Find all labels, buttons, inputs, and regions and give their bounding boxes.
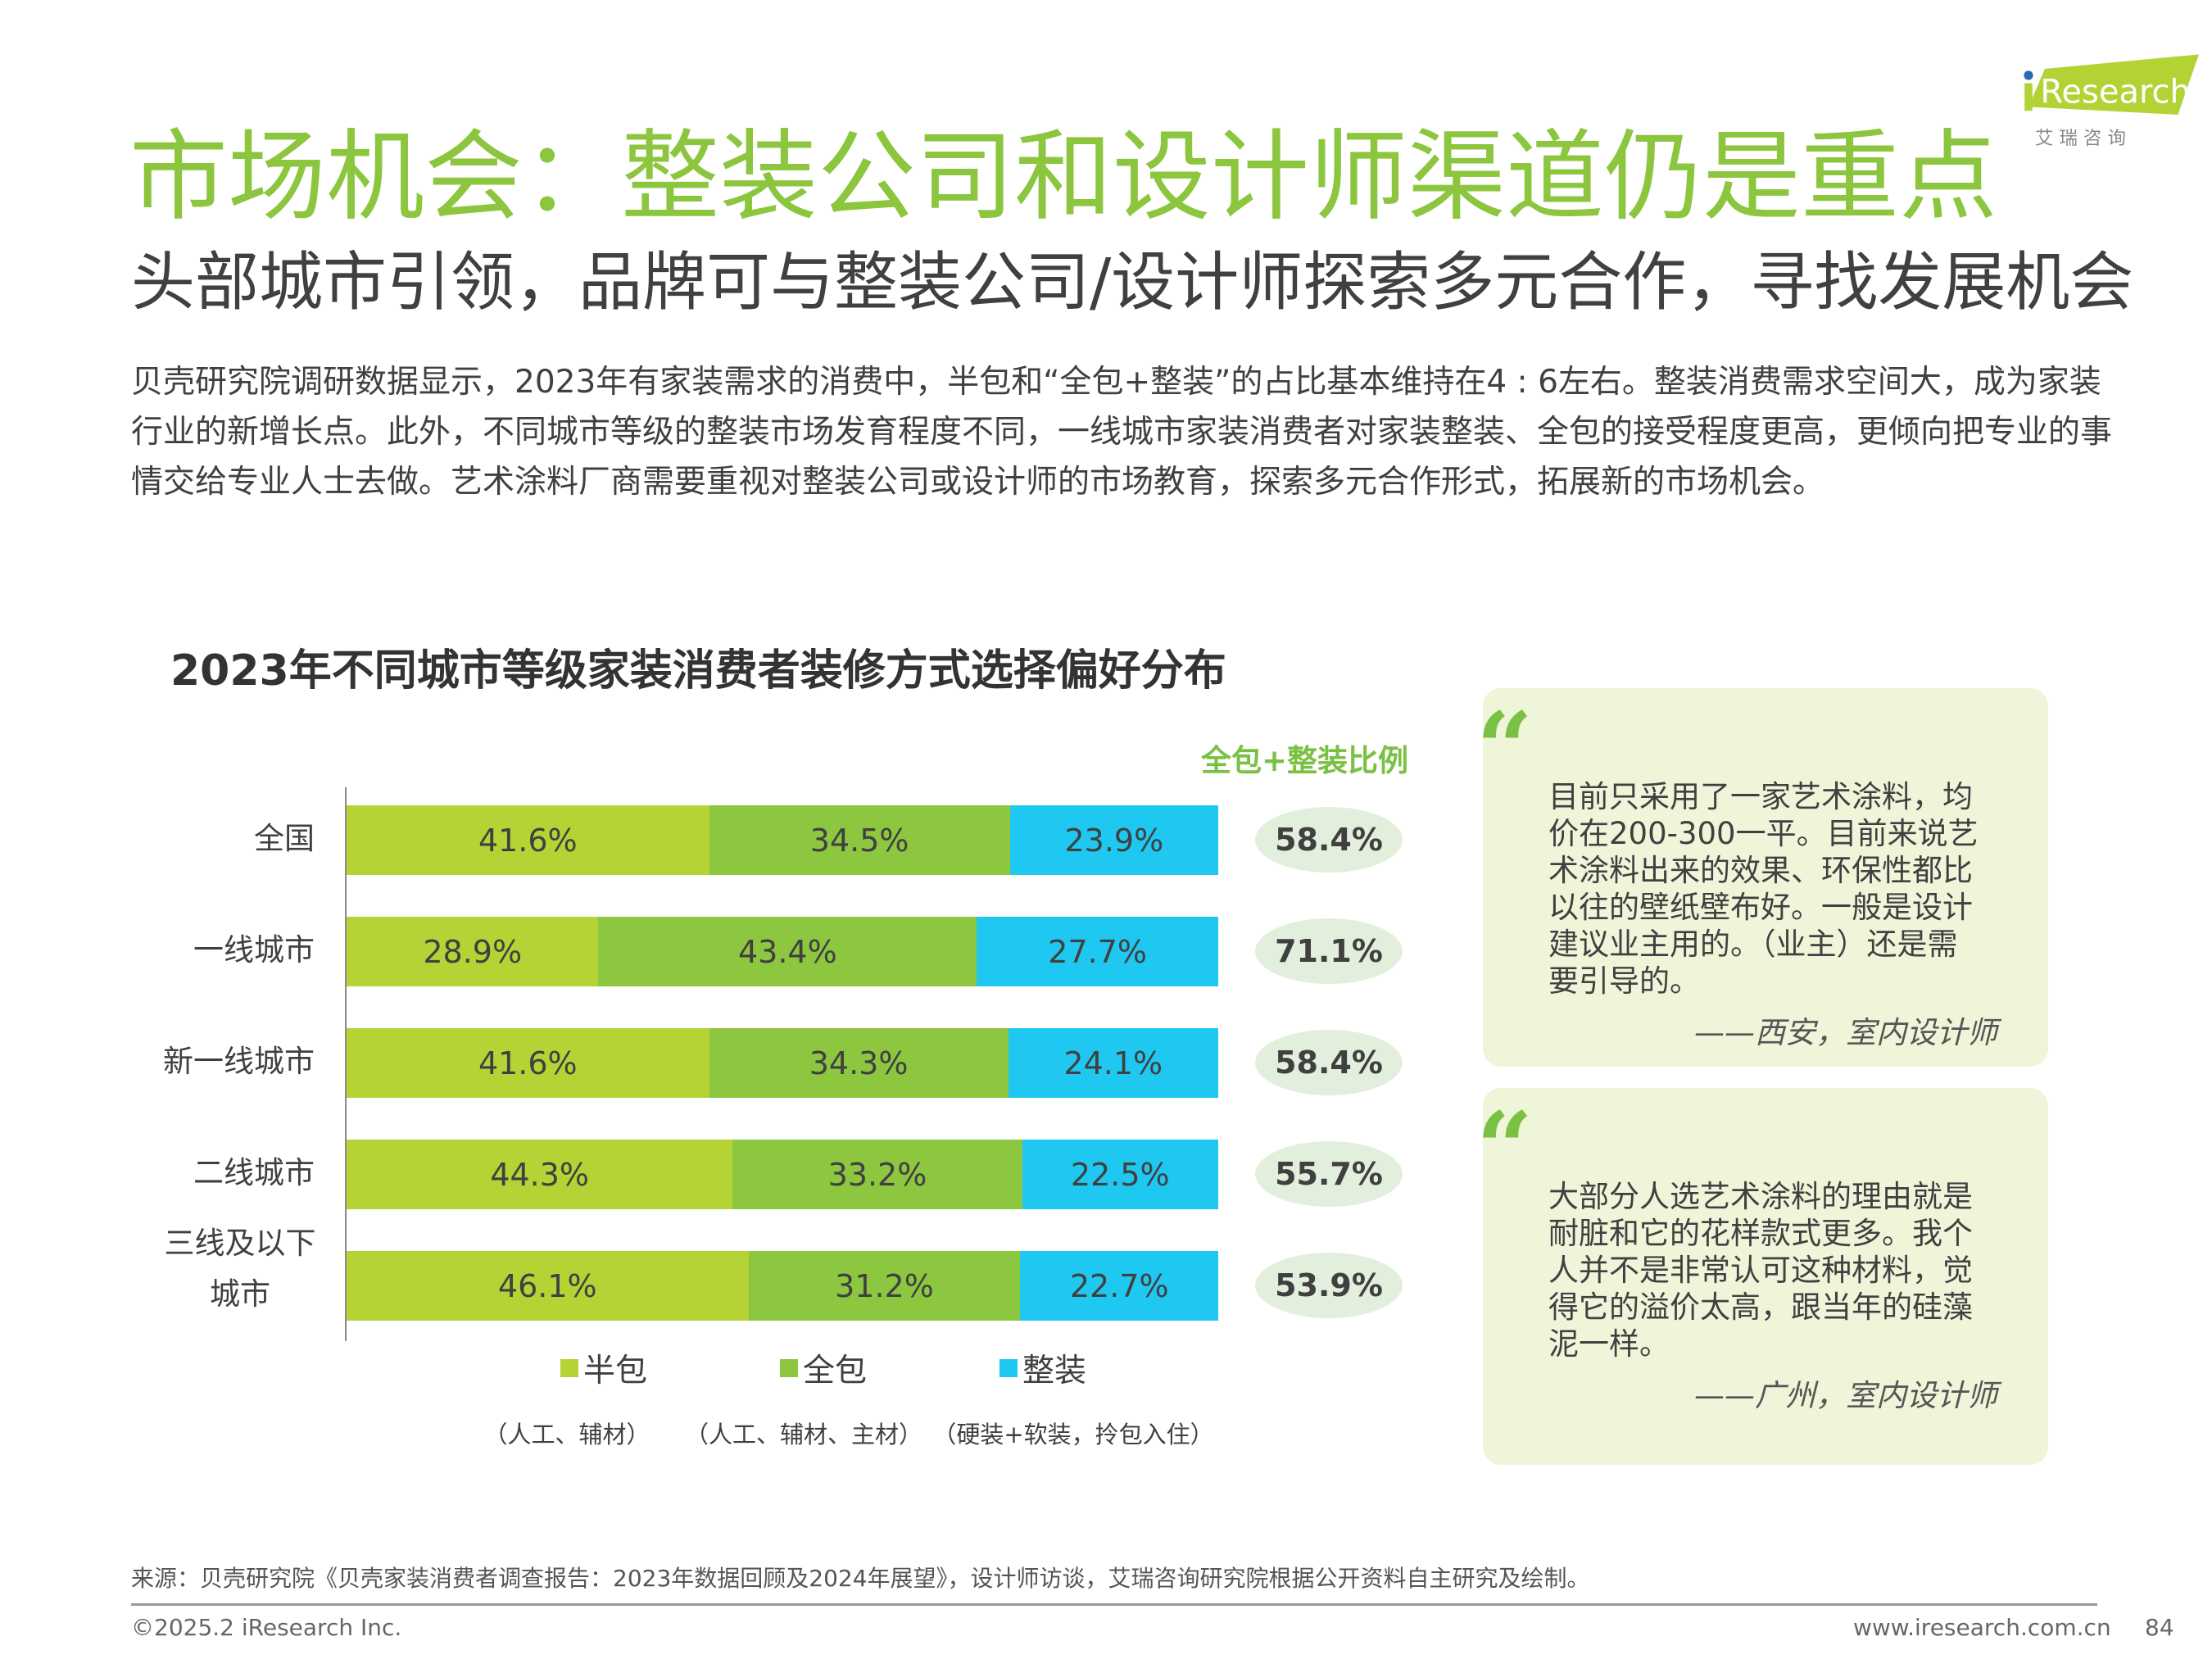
intro-paragraph: 贝壳研究院调研数据显示，2023年有家装需求的消费中，半包和“全包+整装”的占比… — [131, 364, 2113, 501]
bar-segment-半包: 44.3% — [347, 1140, 733, 1209]
category-label: 一线城市 — [193, 932, 315, 968]
ratio-badge: 53.9% — [1255, 1253, 1403, 1318]
bar-segment-整装: 27.7% — [977, 917, 1218, 986]
ratio-badge: 71.1% — [1255, 918, 1403, 984]
iresearch-logo: Research 艾 瑞 咨 询 — [2024, 54, 2199, 149]
bar-segment-全包: 34.5% — [709, 805, 1010, 875]
bar-segment-半包: 46.1% — [347, 1251, 749, 1321]
ratio-badge: 58.4% — [1255, 1030, 1403, 1095]
ratio-badge: 58.4% — [1255, 807, 1403, 873]
y-axis-line — [345, 787, 347, 1341]
chart-title: 2023年不同城市等级家装消费者装修方式选择偏好分布 — [170, 646, 1226, 696]
bar-segment-整装: 24.1% — [1008, 1028, 1218, 1098]
category-label: 三线及以下 城市 — [164, 1226, 316, 1312]
legend-label: 全包 — [803, 1353, 868, 1389]
logo-cn-text: 艾 瑞 咨 询 — [2035, 128, 2126, 149]
quote-text: 目前只采用了一家艺术涂料，均价在200-300一平。目前来说艺术涂料出来的效果、… — [1548, 779, 1979, 999]
quote-attribution: ——广州，室内设计师 — [1694, 1378, 1997, 1413]
bar-segment-半包: 41.6% — [347, 1028, 709, 1098]
legend-swatch — [999, 1359, 1018, 1377]
legend-label: 半包 — [583, 1353, 648, 1389]
bar-segment-全包: 43.4% — [598, 917, 977, 986]
footer-divider — [131, 1603, 2097, 1606]
bar-segment-全包: 31.2% — [748, 1251, 1021, 1321]
bar-segment-整装: 22.5% — [1022, 1140, 1218, 1209]
bar-segment-整装: 23.9% — [1009, 805, 1218, 875]
page-title: 市场机会：整装公司和设计师渠道仍是重点 — [129, 120, 1997, 234]
bar-segment-全包: 33.2% — [732, 1140, 1022, 1209]
legend-swatch — [780, 1359, 798, 1377]
bar-segment-半包: 41.6% — [347, 805, 709, 875]
ratio-badge: 55.7% — [1255, 1141, 1403, 1207]
legend-item: 整装 — [999, 1345, 1086, 1391]
category-label: 全国 — [254, 821, 315, 856]
page-number: 84 — [2145, 1614, 2174, 1641]
bar-segment-整装: 22.7% — [1020, 1251, 1218, 1321]
legend-note: （硬装+软装，拎包入住） — [932, 1421, 1214, 1448]
legend-note: （人工、辅材、主材） — [684, 1421, 923, 1448]
legend-label: 整装 — [1022, 1353, 1087, 1389]
category-label: 新一线城市 — [163, 1044, 315, 1079]
copyright: ©2025.2 iResearch Inc. — [131, 1614, 402, 1641]
website-link[interactable]: www.iresearch.com.cn — [1853, 1614, 2111, 1641]
quote-mark-icon: “ — [1476, 1090, 1534, 1206]
bar-segment-半包: 28.9% — [347, 917, 599, 986]
legend-item: 半包 — [560, 1345, 647, 1391]
quote-text: 大部分人选艺术涂料的理由就是耐脏和它的花样款式更多。我个人并不是非常认可这种材料… — [1548, 1179, 1973, 1362]
category-label: 二线城市 — [193, 1155, 315, 1190]
bar-segment-全包: 34.3% — [709, 1028, 1009, 1098]
page-subtitle: 头部城市引领，品牌可与整装公司/设计师探索多元合作，寻找发展机会 — [131, 246, 2134, 320]
ratio-header: 全包+整装比例 — [1201, 743, 1409, 778]
svg-text:Research: Research — [2040, 74, 2190, 111]
legend-swatch — [560, 1359, 578, 1377]
quote-attribution: ——西安，室内设计师 — [1694, 1015, 1997, 1050]
source-note: 来源：贝壳研究院《贝壳家装消费者调查报告：2023年数据回顾及2024年展望》，… — [131, 1565, 1590, 1592]
legend-item: 全包 — [780, 1345, 867, 1391]
legend-note: （人工、辅材） — [483, 1421, 650, 1448]
quote-card-2: “ 大部分人选艺术涂料的理由就是耐脏和它的花样款式更多。我个人并不是非常认可这种… — [1476, 1088, 2048, 1465]
quote-card-1: “ 目前只采用了一家艺术涂料，均价在200-300一平。目前来说艺术涂料出来的效… — [1476, 688, 2048, 1067]
quote-mark-icon: “ — [1476, 691, 1534, 806]
